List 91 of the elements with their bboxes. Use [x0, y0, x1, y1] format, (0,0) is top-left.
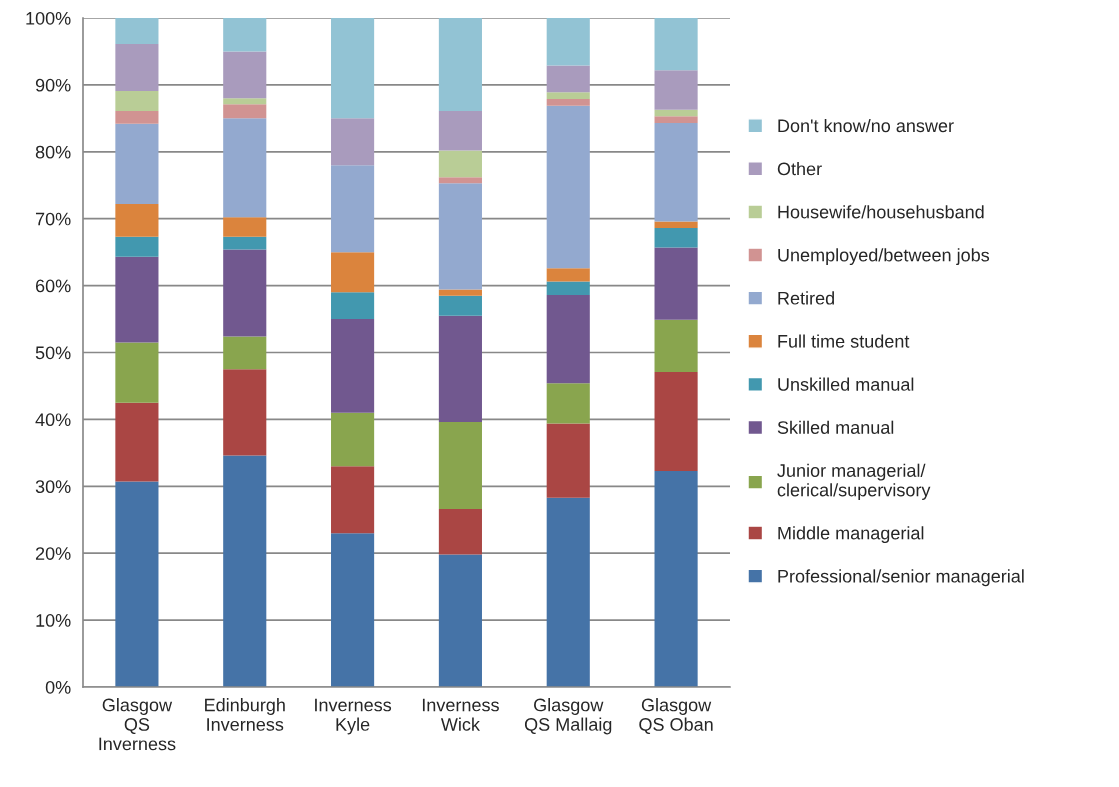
legend-label: Full time student [778, 334, 910, 348]
bar [654, 228, 698, 248]
bar [438, 509, 482, 555]
legend-label: Skilled manual [777, 420, 894, 434]
y-tick-label: 90% [35, 78, 71, 92]
bar [115, 110, 159, 124]
bar [331, 18, 375, 119]
bar [654, 18, 698, 71]
bar [438, 289, 482, 296]
bar [654, 70, 698, 110]
bar [546, 497, 590, 687]
bar [115, 402, 159, 482]
legend-label: Unemployed/between jobs [778, 248, 990, 266]
bar [115, 44, 159, 91]
bar [438, 183, 482, 290]
bar [438, 554, 482, 687]
bar [331, 533, 375, 687]
bar [654, 116, 698, 124]
bar [331, 292, 375, 320]
y-tick-label: 20% [35, 547, 71, 560]
x-tick-label: Glasgow QS Inverness [99, 698, 176, 751]
bar [223, 18, 267, 52]
y-tick-label: 70% [35, 212, 71, 226]
bar [223, 51, 267, 99]
bar [654, 371, 698, 471]
x-tick-label: Glasgow QS Mallaig [524, 698, 612, 735]
bar [115, 18, 159, 45]
legend-label: Junior managerial/ clerical/supervisory [777, 463, 931, 500]
bar [223, 249, 267, 337]
bar [546, 268, 590, 282]
legend-label: Other [777, 162, 822, 176]
bar [331, 165, 375, 253]
y-tick-label: 100% [26, 11, 71, 25]
y-tick-label: 80% [35, 145, 71, 159]
bar [331, 319, 375, 413]
bar [115, 481, 159, 687]
x-tick-label: Edinburgh Inverness [205, 698, 285, 731]
y-tick-label: 50% [35, 346, 71, 360]
bar [438, 177, 482, 184]
y-tick-label: 30% [35, 480, 71, 494]
bar [223, 236, 267, 250]
bar [223, 118, 267, 218]
bar [438, 18, 482, 111]
bar [654, 221, 698, 229]
x-tick-label: Inverness Kyle [315, 698, 392, 735]
bar [115, 123, 159, 204]
bar [546, 281, 590, 295]
bar [546, 105, 590, 269]
bar [223, 104, 267, 119]
bar [546, 65, 590, 93]
legend-label: Professional/senior managerial [778, 569, 1024, 587]
bar [115, 203, 159, 237]
bar [546, 92, 590, 99]
bar [438, 110, 482, 151]
legend-label: Don't know/no answer [778, 118, 954, 133]
bar [438, 295, 482, 316]
bar [223, 98, 267, 105]
legend-label: Retired [778, 291, 834, 305]
bar [115, 90, 159, 111]
bar [438, 150, 482, 178]
y-tick-label: 60% [35, 279, 71, 293]
y-tick-label: 0% [45, 680, 71, 694]
bar [546, 18, 590, 66]
bar [223, 455, 267, 687]
bar [115, 342, 159, 403]
bar [438, 422, 482, 510]
bar [115, 256, 159, 343]
bar [546, 383, 590, 424]
bar [331, 252, 375, 293]
bar [223, 336, 267, 370]
bar [223, 369, 267, 456]
bar [546, 423, 590, 498]
bar [654, 247, 698, 320]
bar [654, 319, 698, 372]
bar [115, 236, 159, 257]
bar [331, 412, 375, 467]
bar [331, 466, 375, 534]
y-tick-label: 10% [36, 614, 71, 627]
legend-label: Unskilled manual [778, 377, 914, 391]
legend-label: Middle managerial [778, 526, 924, 544]
bar [654, 123, 698, 222]
y-tick-label: 40% [35, 413, 71, 427]
bar [546, 98, 590, 106]
bar [654, 470, 698, 687]
bar [438, 315, 482, 423]
x-tick-label: Inverness Wick [422, 698, 499, 731]
bar [223, 217, 267, 237]
x-tick-label: Glasgow QS Oban [639, 698, 713, 735]
legend-label: Housewife/househusband [778, 205, 984, 219]
bar [546, 294, 590, 384]
bar [331, 118, 375, 166]
